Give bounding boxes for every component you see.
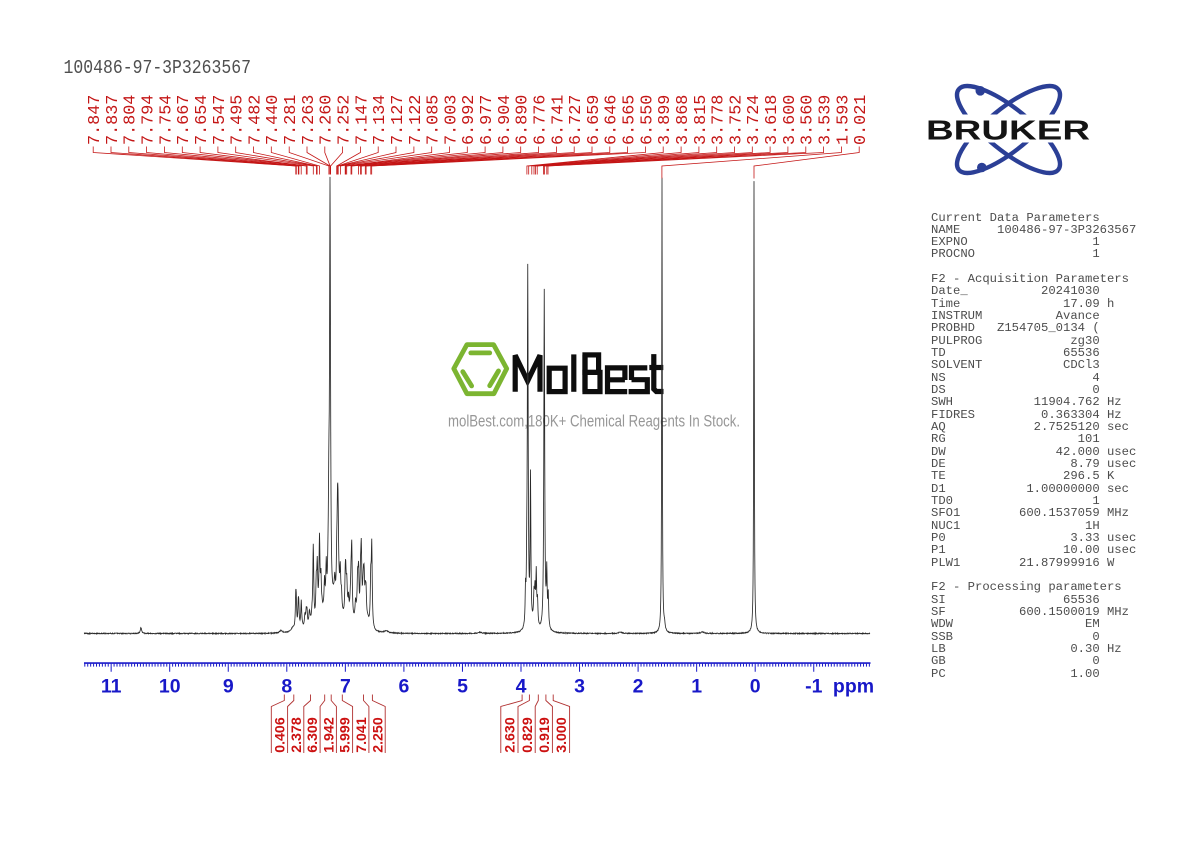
- svg-text:3.868: 3.868: [674, 95, 693, 145]
- svg-text:3.724: 3.724: [745, 95, 764, 145]
- svg-text:6.727: 6.727: [567, 95, 586, 145]
- svg-text:7.654: 7.654: [193, 95, 212, 145]
- svg-text:7.134: 7.134: [371, 95, 390, 145]
- svg-text:3.000: 3.000: [554, 717, 570, 753]
- svg-text:0: 0: [750, 675, 761, 697]
- svg-text:2.630: 2.630: [503, 717, 519, 753]
- svg-text:6.309: 6.309: [305, 717, 321, 753]
- svg-text:3.539: 3.539: [817, 95, 836, 145]
- svg-text:3.899: 3.899: [656, 95, 675, 145]
- svg-text:1: 1: [691, 675, 702, 697]
- svg-text:6.550: 6.550: [638, 95, 657, 145]
- svg-text:3.778: 3.778: [710, 95, 729, 145]
- svg-text:11: 11: [101, 675, 122, 697]
- svg-text:ppm: ppm: [833, 675, 874, 697]
- svg-text:0.021: 0.021: [852, 95, 871, 145]
- svg-text:7.847: 7.847: [86, 95, 105, 145]
- svg-text:7.281: 7.281: [282, 95, 301, 145]
- svg-text:7: 7: [340, 675, 351, 697]
- svg-text:6.646: 6.646: [603, 95, 622, 145]
- svg-text:7.547: 7.547: [211, 95, 230, 145]
- svg-text:1.593: 1.593: [834, 95, 853, 145]
- svg-text:7.440: 7.440: [264, 95, 283, 145]
- svg-text:7.122: 7.122: [407, 95, 426, 145]
- svg-text:5.999: 5.999: [338, 717, 354, 753]
- svg-text:-1: -1: [805, 675, 822, 697]
- svg-text:7.003: 7.003: [442, 95, 461, 145]
- svg-text:7.667: 7.667: [175, 95, 194, 145]
- svg-text:6.890: 6.890: [514, 95, 533, 145]
- svg-text:6.565: 6.565: [621, 95, 640, 145]
- svg-text:10: 10: [159, 675, 181, 697]
- svg-text:7.754: 7.754: [157, 95, 176, 145]
- svg-text:4: 4: [516, 675, 527, 697]
- svg-text:5: 5: [457, 675, 468, 697]
- svg-text:3.618: 3.618: [763, 95, 782, 145]
- svg-text:1.942: 1.942: [321, 717, 337, 753]
- svg-text:0.919: 0.919: [537, 717, 553, 753]
- svg-text:BRUKER: BRUKER: [926, 114, 1090, 145]
- svg-text:6.776: 6.776: [532, 95, 551, 145]
- svg-text:6.741: 6.741: [549, 95, 568, 145]
- svg-text:7.837: 7.837: [104, 95, 123, 145]
- svg-text:7.263: 7.263: [300, 95, 319, 145]
- svg-text:7.252: 7.252: [336, 95, 355, 145]
- svg-text:3.815: 3.815: [692, 95, 711, 145]
- svg-text:6: 6: [398, 675, 409, 697]
- svg-text:7.147: 7.147: [353, 95, 372, 145]
- svg-text:2.378: 2.378: [289, 717, 305, 753]
- svg-text:molBest.com,180K+ Chemical Rea: molBest.com,180K+ Chemical Reagents In S…: [448, 412, 740, 431]
- svg-text:7.085: 7.085: [425, 95, 444, 145]
- svg-text:100486-97-3P3263567: 100486-97-3P3263567: [64, 57, 252, 79]
- svg-text:0.829: 0.829: [520, 717, 536, 753]
- svg-text:6.992: 6.992: [460, 95, 479, 145]
- svg-text:3.560: 3.560: [799, 95, 818, 145]
- svg-text:3.752: 3.752: [727, 95, 746, 145]
- svg-text:2.250: 2.250: [370, 717, 386, 753]
- svg-text:7.804: 7.804: [122, 95, 141, 145]
- svg-text:6.659: 6.659: [585, 95, 604, 145]
- svg-text:7.260: 7.260: [318, 95, 337, 145]
- svg-text:7.127: 7.127: [389, 95, 408, 145]
- svg-text:6.904: 6.904: [496, 95, 515, 145]
- svg-text:7.041: 7.041: [354, 717, 370, 753]
- svg-text:3.600: 3.600: [781, 95, 800, 145]
- svg-text:8: 8: [281, 675, 292, 697]
- svg-text:2: 2: [633, 675, 644, 697]
- svg-text:3: 3: [574, 675, 585, 697]
- svg-text:7.482: 7.482: [246, 95, 265, 145]
- svg-text:7.495: 7.495: [229, 95, 248, 145]
- svg-text:7.794: 7.794: [140, 95, 159, 145]
- svg-text:6.977: 6.977: [478, 95, 497, 145]
- svg-text:9: 9: [223, 675, 234, 697]
- svg-text:0.406: 0.406: [273, 717, 289, 753]
